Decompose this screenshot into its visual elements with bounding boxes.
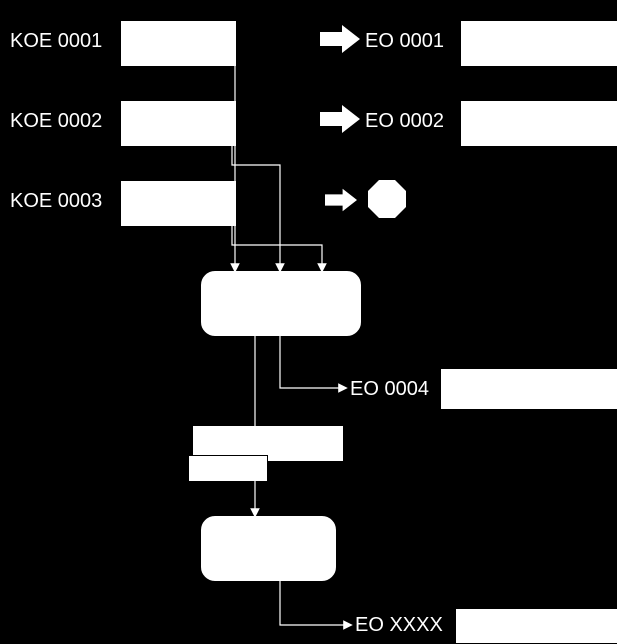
box-eo-0002 [460, 100, 617, 147]
label-eo-0001: EO 0001 [365, 30, 444, 53]
box-koe-0003 [120, 180, 237, 227]
label-eo-0002: EO 0002 [365, 110, 444, 133]
label-eo-0004: EO 0004 [350, 378, 429, 401]
box-eo-0004 [440, 368, 617, 410]
process-box-1 [200, 270, 362, 337]
label-koe-0002: KOE 0002 [10, 110, 102, 133]
stop-octagon-icon [368, 180, 406, 218]
arrow-right-icon [325, 188, 357, 212]
label-koe-0001: KOE 0001 [10, 30, 102, 53]
process-box-3 [200, 515, 337, 582]
box-koe-0001 [120, 20, 237, 67]
process-box-2b [188, 455, 268, 482]
box-eo-0001 [460, 20, 617, 67]
box-eo-xxxx [455, 608, 617, 644]
box-koe-0002 [120, 100, 237, 147]
label-eo-xxxx: EO XXXX [355, 614, 443, 637]
arrow-right-icon [320, 105, 360, 133]
label-koe-0003: KOE 0003 [10, 190, 102, 213]
arrow-right-icon [320, 25, 360, 53]
